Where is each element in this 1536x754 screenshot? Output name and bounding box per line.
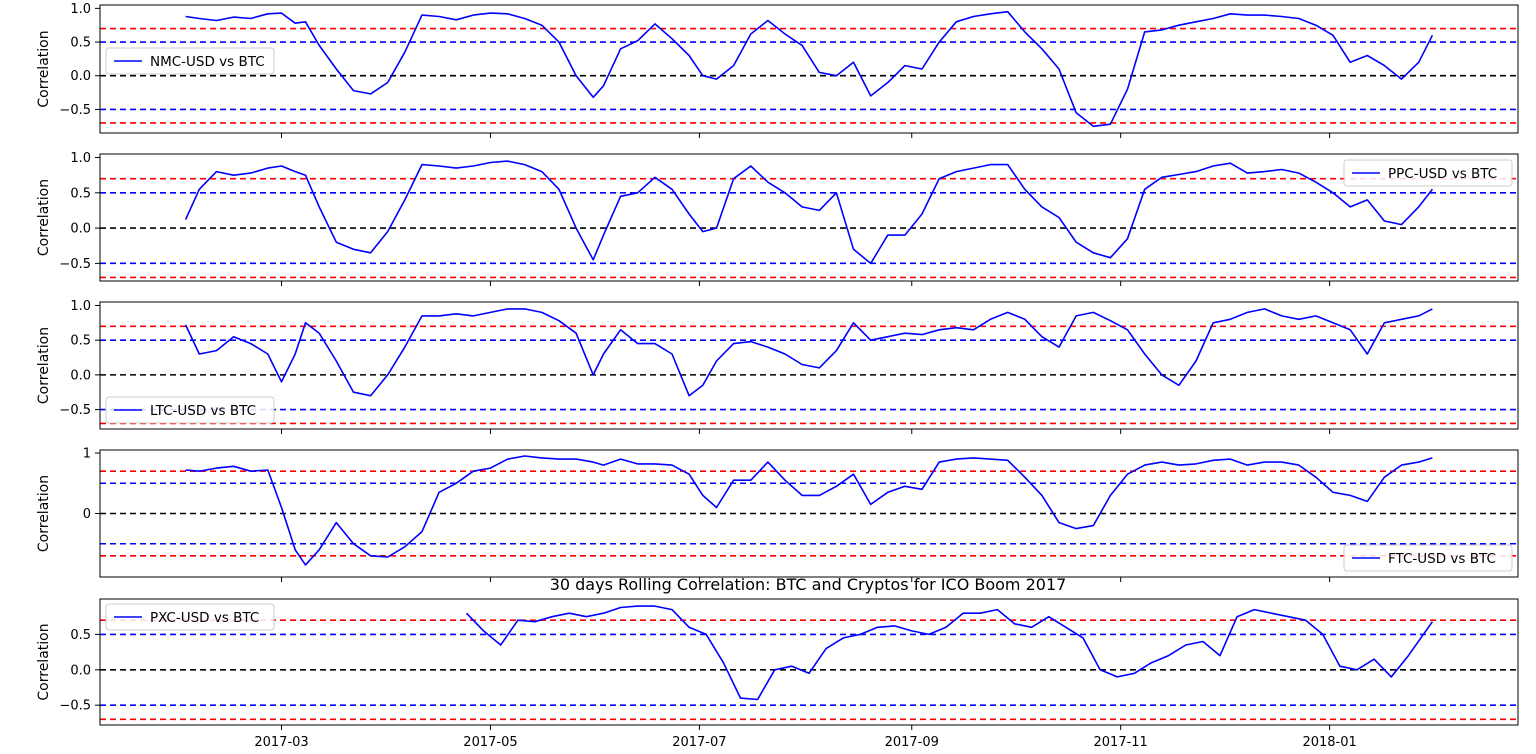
legend-label: FTC-USD vs BTC [1388,551,1496,567]
chart-panel: −0.5 0.0 0.5 1.0 Correlation NMC-USD vs BTC [36,2,1519,138]
legend-label: PXC-USD vs BTC [150,610,259,626]
y-axis-label: Correlation [36,623,52,700]
legend-box [1343,544,1513,572]
legend-label: PPC-USD vs BTC [1388,166,1497,182]
y-axis-label: Correlation [36,327,52,404]
y-tick-label: 0.5 [70,628,91,643]
legend: NMC-USD vs BTC [105,47,275,75]
legend: PPC-USD vs BTC [1343,159,1513,187]
chart-panel: −0.5 0.0 0.5 Correlation PXC-USD vs BTC [36,598,1519,730]
y-tick-label: −0.5 [59,403,91,418]
legend-box [105,47,275,75]
y-tick-label: 0.0 [70,69,91,84]
plot-frame [99,598,1519,726]
x-tick-label: 2017-09 [885,735,939,750]
y-tick-label: 0.0 [70,663,91,678]
y-tick-label: 0.5 [70,186,91,201]
y-tick-label: 0.5 [70,36,91,51]
legend-box [1343,159,1513,187]
y-tick-label: 0.5 [70,334,91,349]
y-tick-label: −0.5 [59,257,91,272]
y-tick-label: 1.0 [70,299,91,314]
series-line [185,455,1433,566]
legend-label: NMC-USD vs BTC [150,54,265,70]
legend-box [105,396,275,424]
y-tick-label: 0 [83,507,91,522]
x-tick-label: 2017-11 [1094,735,1148,750]
chart-panel: 0 1 Correlation FTC-USD vs BTC [36,447,1519,582]
legend-box [105,603,275,631]
chart-panel: −0.5 0.0 0.5 1.0 Correlation PPC-USD vs BTC [36,151,1519,286]
x-tick-label: 2017-07 [672,735,726,750]
y-tick-label: 1 [83,447,91,462]
y-tick-label: 0.0 [70,222,91,237]
x-tick-label: 2017-03 [254,735,308,750]
figure-title: 30 days Rolling Correlation: BTC and Cry… [550,575,1067,594]
x-tick-label: 2018-01 [1302,735,1356,750]
x-tick-label: 2017-05 [463,735,517,750]
series-line [185,10,1434,128]
y-tick-label: 1.0 [70,2,91,17]
y-tick-label: −0.5 [59,699,91,714]
y-axis-label: Correlation [36,475,52,552]
x-axis: 2017-03 2017-05 2017-07 2017-09 2017-11 2018-… [254,735,1356,750]
y-tick-label: −0.5 [59,103,91,118]
y-tick-label: 1.0 [70,151,91,166]
legend: PXC-USD vs BTC [105,603,275,631]
chart-panel: −0.5 0.0 0.5 1.0 Correlation LTC-USD vs BTC [36,299,1519,434]
series-line [184,160,1434,265]
plot-frame [99,4,1519,134]
legend-label: LTC-USD vs BTC [150,403,256,419]
y-axis-label: Correlation [36,30,52,107]
y-tick-label: 0.0 [70,368,91,383]
legend: LTC-USD vs BTC [105,396,275,424]
legend: FTC-USD vs BTC [1343,544,1513,572]
series-line [465,605,1434,701]
plot-frame [99,153,1519,282]
plot-frame [99,301,1519,430]
y-axis-label: Correlation [36,179,52,256]
series-line [184,308,1433,397]
